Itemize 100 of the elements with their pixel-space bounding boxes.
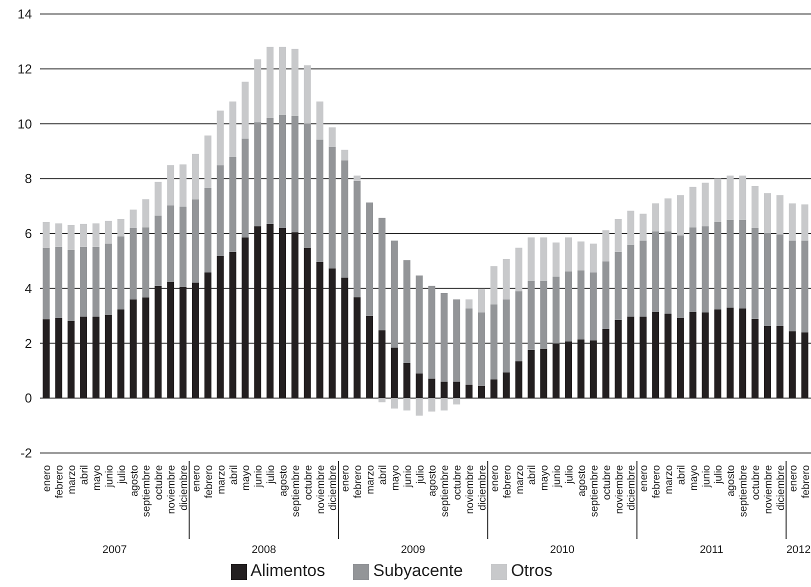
- text: 2010: [550, 544, 575, 556]
- bar: [291, 116, 298, 232]
- bar: [55, 318, 62, 398]
- x-tick-label: diciembre: [774, 464, 787, 511]
- x-tick-label: enero: [41, 464, 54, 492]
- bar: [602, 328, 610, 398]
- bar: [42, 222, 50, 248]
- text: 2009: [400, 544, 426, 556]
- x-tick-label: octubre: [452, 464, 464, 500]
- bar: [676, 195, 684, 236]
- bar: [403, 260, 410, 364]
- x-tick-label: enero: [340, 464, 352, 492]
- bar: [602, 230, 610, 262]
- bar: [242, 82, 249, 139]
- x-tick-label: septiembre: [290, 464, 302, 517]
- bar: [341, 150, 348, 160]
- x-tick-label: marzo: [215, 464, 228, 494]
- bar: [266, 118, 274, 224]
- x-tick-label: mayo: [389, 464, 402, 491]
- bar: [664, 231, 672, 314]
- bar: [478, 312, 485, 386]
- x-tick-label: enero: [787, 464, 800, 492]
- x-tick-label: abril: [228, 465, 240, 485]
- bar: [776, 234, 784, 326]
- bar: [180, 286, 187, 398]
- bar: [104, 314, 112, 398]
- bar: [167, 206, 174, 282]
- y-tick-label: -2: [20, 446, 32, 461]
- bar: [130, 210, 137, 228]
- bar: [291, 232, 298, 398]
- bar: [204, 188, 212, 272]
- bar: [652, 231, 660, 312]
- bar: [42, 248, 50, 320]
- bar: [154, 286, 162, 398]
- bar: [640, 240, 647, 317]
- bar: [254, 59, 262, 122]
- bar: [590, 272, 597, 341]
- bar: [627, 244, 634, 317]
- bar: [627, 210, 634, 245]
- bar: [614, 252, 622, 320]
- x-tick-label: mayo: [240, 464, 252, 491]
- bar: [104, 244, 112, 315]
- x-tick-label: abril: [78, 465, 91, 485]
- bar: [689, 186, 696, 228]
- x-tick-label: marzo: [662, 464, 675, 494]
- legend-label: Alimentos: [250, 561, 326, 580]
- bar: [378, 398, 386, 402]
- x-tick-label: septiembre: [588, 464, 600, 517]
- bar: [55, 246, 62, 318]
- bar: [304, 124, 311, 248]
- x-tick-label: septiembre: [439, 464, 452, 517]
- bar: [552, 242, 560, 277]
- x-tick-label: noviembre: [613, 464, 626, 514]
- x-tick-label: febrero: [54, 464, 66, 498]
- text: 2011: [700, 544, 724, 556]
- x-tick-label: diciembre: [327, 464, 340, 511]
- x-tick-label: febrero: [202, 464, 215, 498]
- bar: [390, 240, 398, 348]
- x-tick-label: enero: [190, 464, 202, 492]
- bar: [776, 195, 784, 234]
- bar: [167, 282, 174, 398]
- bar: [279, 228, 286, 398]
- x-tick-label: julio: [116, 464, 128, 485]
- bar: [229, 156, 236, 252]
- bar: [801, 332, 808, 398]
- x-tick-label: octubre: [750, 464, 762, 500]
- x-tick-label: junio: [700, 464, 712, 488]
- x-tick-label: agosto: [725, 464, 738, 497]
- x-tick-label: febrero: [501, 464, 514, 498]
- bar: [739, 176, 746, 220]
- bar: [428, 398, 436, 412]
- bar: [788, 240, 796, 332]
- bar: [540, 280, 548, 349]
- bar: [602, 261, 610, 329]
- bar: [640, 316, 647, 398]
- bar: [764, 233, 771, 326]
- x-tick-label: marzo: [66, 464, 78, 494]
- bar: [528, 280, 535, 350]
- bar: [279, 46, 286, 115]
- bar: [390, 398, 398, 409]
- bar: [801, 240, 808, 332]
- bar: [676, 235, 684, 318]
- x-tick-label: febrero: [352, 464, 364, 498]
- x-tick-label: abril: [526, 465, 538, 485]
- legend-label: Otros: [510, 561, 552, 580]
- bar: [154, 182, 162, 216]
- bar: [466, 384, 473, 398]
- bar: [366, 202, 374, 316]
- bar: [614, 320, 622, 398]
- x-tick-label: octubre: [153, 464, 166, 500]
- bar: [502, 372, 510, 398]
- bar: [328, 268, 336, 398]
- bar: [714, 310, 722, 398]
- bar: [92, 246, 100, 317]
- y-tick-label: 2: [24, 336, 32, 351]
- x-tick-label: septiembre: [738, 464, 750, 517]
- bar: [142, 227, 150, 298]
- bar: [440, 382, 448, 398]
- bar: [378, 330, 386, 398]
- x-tick-label: marzo: [364, 464, 377, 494]
